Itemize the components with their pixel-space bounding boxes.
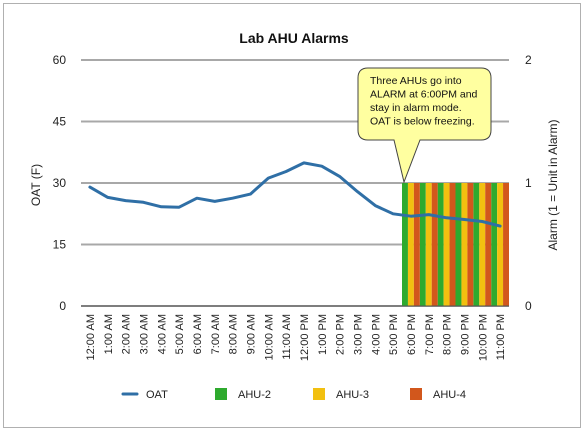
legend-label-ahu-3: AHU-3 [336, 389, 369, 401]
y-tick-label: 45 [53, 115, 67, 129]
bar-ahu-2 [491, 183, 498, 306]
x-tick-label: 1:00 PM [317, 314, 329, 355]
y2-tick-label: 2 [525, 53, 532, 67]
bar-ahu-4 [467, 183, 474, 306]
bar-ahu-3 [407, 183, 414, 306]
x-tick-label: 12:00 AM [85, 314, 97, 360]
x-tick-label: 9:00 PM [459, 314, 471, 355]
x-tick-label: 2:00 AM [121, 314, 133, 354]
y-tick-label: 30 [53, 176, 67, 190]
bar-ahu-4 [485, 183, 492, 306]
annotation-callout: Three AHUs go into ALARM at 6:00PM andsta… [357, 67, 492, 184]
y2-tick-label: 1 [525, 176, 532, 190]
x-tick-label: 10:00 PM [477, 314, 489, 361]
legend-swatch-ahu-3 [313, 388, 325, 400]
x-tick-label: 1:00 AM [103, 314, 115, 354]
x-tick-label: 11:00 PM [495, 314, 507, 360]
x-tick-label: 7:00 AM [210, 314, 222, 354]
chart-frame: Lab AHU Alarms 0 15 30 45 60 0 1 2 12:00 AM 1:00 … [3, 3, 581, 428]
x-tick-label: 5:00 PM [388, 314, 400, 355]
bar-ahu-3 [443, 183, 450, 306]
y2-tick-label: 0 [525, 299, 532, 313]
x-tick-label: 8:00 AM [228, 314, 240, 354]
bar-ahu-2 [402, 183, 408, 306]
x-tick-label: 6:00 PM [406, 314, 418, 355]
x-tick-label: 12:00 PM [299, 314, 311, 361]
legend-swatch-ahu-4 [410, 388, 422, 400]
bar-ahu-4 [413, 183, 420, 306]
y-axis-label: OAT (F) [29, 164, 43, 206]
bar-ahu-4 [431, 183, 438, 306]
x-tick-label: 3:00 PM [352, 314, 364, 355]
legend-label-ahu-2: AHU-2 [238, 389, 271, 401]
x-tick-label: 9:00 AM [245, 314, 257, 354]
bar-ahu-4 [503, 183, 509, 306]
series-line-oat [88, 161, 502, 228]
y2-axis-label: Alarm (1 = Unit in Alarm) [546, 119, 560, 250]
y-tick-label: 60 [53, 53, 67, 67]
callout-text-line: Three AHUs go into [370, 75, 462, 87]
callout-text-line: ALARM at 6:00PM and [370, 89, 478, 101]
bar-ahu-3 [497, 183, 504, 306]
legend-swatch-ahu-2 [215, 388, 227, 400]
chart-svg: Lab AHU Alarms 0 15 30 45 60 0 1 2 12:00 AM 1:00 … [29, 30, 560, 401]
line-series [88, 161, 502, 228]
x-tick-label: 3:00 AM [138, 314, 150, 354]
x-tick-label: 6:00 AM [192, 314, 204, 354]
legend: OAT AHU-2 AHU-3 AHU-4 [121, 388, 466, 401]
x-tick-label: 10:00 AM [263, 314, 275, 360]
bar-ahu-2 [455, 183, 462, 306]
callout-text-line: stay in alarm mode. [370, 102, 462, 114]
bar-ahu-4 [449, 183, 456, 306]
x-tick-label: 4:00 AM [156, 314, 168, 354]
bar-ahu-2 [419, 183, 426, 306]
callout-bubble [357, 67, 492, 184]
bar-ahu-3 [461, 183, 468, 306]
x-tick-label: 11:00 AM [281, 314, 293, 360]
bar-ahu-3 [479, 183, 486, 306]
bar-ahu-2 [473, 183, 480, 306]
x-tick-label: 8:00 PM [442, 314, 454, 355]
axes: 0 15 30 45 60 0 1 2 12:00 AM 1:00 AM 2:00 AM 3:00 A… [53, 53, 532, 361]
bar-ahu-3 [425, 183, 432, 306]
chart-title: Lab AHU Alarms [239, 30, 349, 46]
x-tick-label: 2:00 PM [335, 314, 347, 355]
legend-label-oat: OAT [146, 389, 168, 401]
legend-label-ahu-4: AHU-4 [433, 389, 466, 401]
y-tick-label: 0 [59, 299, 66, 313]
x-tick-label: 4:00 PM [370, 314, 382, 355]
bar-ahu-2 [437, 183, 444, 306]
y-tick-label: 15 [53, 238, 67, 252]
callout-text-line: OAT is below freezing. [370, 116, 475, 128]
x-tick-label: 7:00 PM [424, 314, 436, 355]
bar-series [402, 183, 509, 306]
x-tick-label: 5:00 AM [174, 314, 186, 354]
